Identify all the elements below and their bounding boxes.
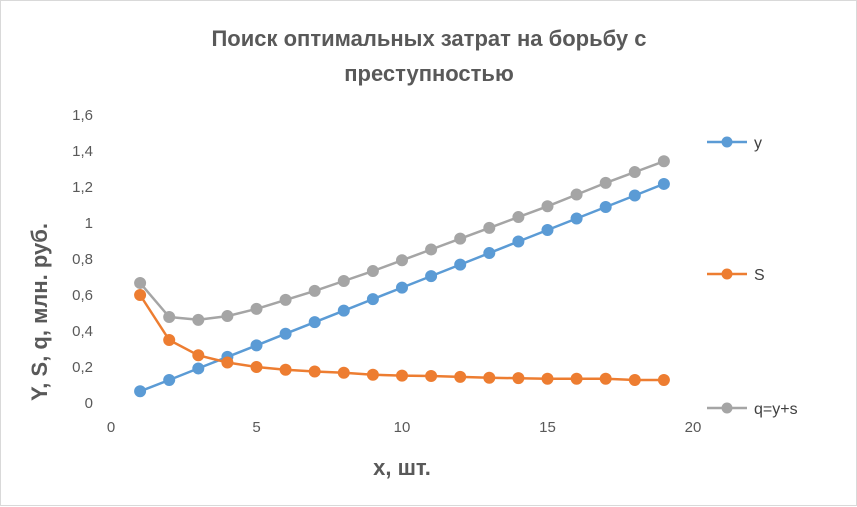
x-tick-label: 15 xyxy=(539,419,556,436)
data-point-S xyxy=(221,356,234,369)
legend-marker-y xyxy=(721,136,733,148)
legend-label-q=y+s: q=y+s xyxy=(754,401,798,418)
data-point-y xyxy=(134,385,147,398)
data-point-y xyxy=(657,177,670,190)
data-point-q=y+s xyxy=(163,310,176,323)
legend-marker-q=y+s xyxy=(721,402,733,414)
x-axis-label: x, шт. xyxy=(373,455,431,480)
data-point-S xyxy=(366,368,379,381)
data-point-y xyxy=(599,200,612,213)
x-tick-labels: 0 5 10 15 20 xyxy=(107,419,702,436)
data-point-y xyxy=(541,224,554,237)
data-point-y xyxy=(570,212,583,225)
data-point-S xyxy=(512,372,525,385)
data-point-S xyxy=(337,366,350,379)
x-tick-label: 20 xyxy=(685,419,702,436)
series-line-S xyxy=(139,294,664,382)
data-point-q=y+s xyxy=(366,265,379,278)
y-tick-label: 0,8 xyxy=(72,251,93,268)
data-point-q=y+s xyxy=(396,254,408,267)
data-point-q=y+s xyxy=(308,284,321,297)
y-tick-label: 0 xyxy=(85,395,93,412)
data-point-q=y+s xyxy=(657,155,670,168)
data-point-y xyxy=(628,189,641,202)
data-point-y xyxy=(308,316,321,329)
data-point-y xyxy=(366,293,379,306)
data-point-S xyxy=(279,363,292,376)
data-point-S xyxy=(599,372,612,385)
y-tick-label: 1,6 xyxy=(72,107,93,124)
data-point-q=y+s xyxy=(221,310,234,323)
data-point-q=y+s xyxy=(454,232,467,245)
series-layer xyxy=(134,155,670,398)
data-point-S xyxy=(192,349,205,362)
x-tick-label: 0 xyxy=(107,419,115,436)
data-point-y xyxy=(483,247,496,260)
data-point-S xyxy=(483,371,496,384)
data-point-q=y+s xyxy=(628,166,641,179)
data-point-q=y+s xyxy=(192,313,205,326)
chart-title-line-2: преступностью xyxy=(344,61,514,86)
data-point-S xyxy=(425,370,438,382)
y-tick-label: 0,6 xyxy=(72,287,93,304)
data-point-q=y+s xyxy=(570,188,583,201)
series-line-q=y+s xyxy=(139,160,665,322)
data-point-q=y+s xyxy=(250,302,263,315)
data-point-q=y+s xyxy=(337,274,350,287)
legend-label-y: y xyxy=(754,135,762,152)
x-tick-label: 5 xyxy=(252,419,260,436)
data-point-S xyxy=(396,369,408,382)
y-tick-label: 1 xyxy=(85,215,93,232)
data-point-S xyxy=(541,372,554,385)
legend-label-S: S xyxy=(754,267,765,284)
y-tick-label: 1,4 xyxy=(72,143,93,160)
data-point-y xyxy=(163,373,176,386)
y-axis-label: Y, S, q, млн. руб. xyxy=(27,223,52,401)
legend: y Sq=y+s xyxy=(707,135,798,418)
data-point-q=y+s xyxy=(279,293,292,306)
y-tick-labels: 0 0,2 0,4 0,6 0,8 1 1,2 1,4 1,6 xyxy=(72,107,93,412)
data-point-y xyxy=(279,327,292,340)
data-point-S xyxy=(657,373,670,386)
y-tick-label: 0,2 xyxy=(72,359,93,376)
data-point-S xyxy=(134,289,147,301)
data-point-y xyxy=(512,235,525,248)
data-point-y xyxy=(192,362,205,375)
legend-marker-S xyxy=(721,268,733,280)
data-point-q=y+s xyxy=(512,211,525,224)
data-point-S xyxy=(308,365,321,378)
data-point-q=y+s xyxy=(425,243,438,256)
data-point-S xyxy=(570,372,583,385)
data-point-q=y+s xyxy=(483,221,496,234)
data-point-y xyxy=(250,339,263,352)
data-point-q=y+s xyxy=(134,276,147,289)
data-point-S xyxy=(250,361,263,373)
x-tick-label: 10 xyxy=(394,419,411,436)
data-point-S xyxy=(454,370,467,383)
data-point-q=y+s xyxy=(599,176,612,189)
data-point-S xyxy=(163,334,176,346)
data-point-y xyxy=(454,258,467,271)
data-point-y xyxy=(396,281,408,294)
y-tick-label: 1,2 xyxy=(72,179,93,196)
data-point-y xyxy=(337,304,350,317)
data-point-q=y+s xyxy=(541,200,554,213)
y-tick-label: 0,4 xyxy=(72,323,93,340)
data-point-S xyxy=(628,373,641,386)
chart-title-line-1: Поиск оптимальных затрат на борьбу с xyxy=(211,26,646,51)
data-point-y xyxy=(425,270,438,283)
